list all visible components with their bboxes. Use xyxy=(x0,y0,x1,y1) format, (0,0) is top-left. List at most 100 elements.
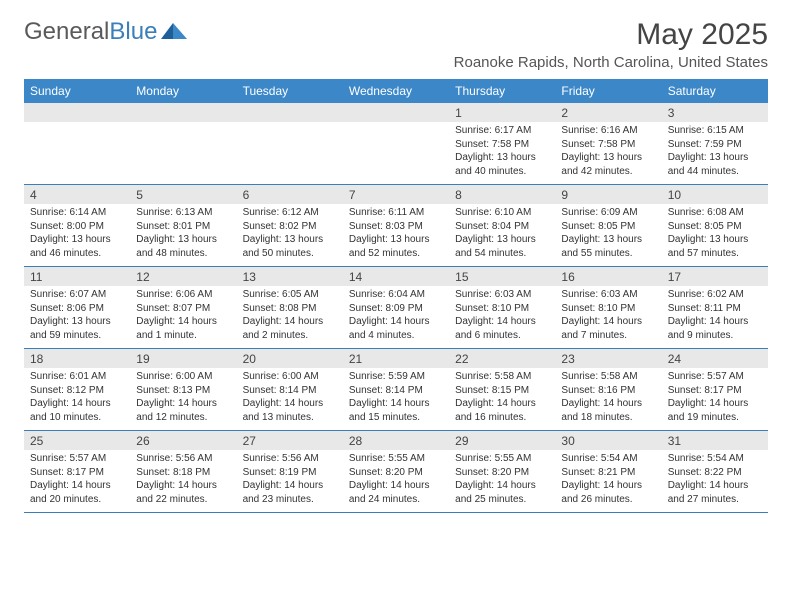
day-number: 6 xyxy=(237,185,343,204)
day-number-row: 123 xyxy=(24,103,768,122)
day-number xyxy=(237,103,343,122)
logo: GeneralBlue xyxy=(24,18,187,46)
day-details: Sunrise: 6:04 AM Sunset: 8:09 PM Dayligh… xyxy=(343,286,449,348)
day-number: 17 xyxy=(662,267,768,286)
day-details: Sunrise: 6:14 AM Sunset: 8:00 PM Dayligh… xyxy=(24,204,130,266)
day-number: 5 xyxy=(130,185,236,204)
day-number: 1 xyxy=(449,103,555,122)
day-details: Sunrise: 5:55 AM Sunset: 8:20 PM Dayligh… xyxy=(449,450,555,512)
day-number: 31 xyxy=(662,431,768,450)
day-number-row: 45678910 xyxy=(24,185,768,204)
day-content-row: Sunrise: 6:14 AM Sunset: 8:00 PM Dayligh… xyxy=(24,204,768,266)
day-number: 25 xyxy=(24,431,130,450)
day-number: 10 xyxy=(662,185,768,204)
header: GeneralBlue May 2025 Roanoke Rapids, Nor… xyxy=(24,18,768,71)
day-details: Sunrise: 6:00 AM Sunset: 8:14 PM Dayligh… xyxy=(237,368,343,430)
day-number: 22 xyxy=(449,349,555,368)
day-number: 3 xyxy=(662,103,768,122)
week-row: 11121314151617Sunrise: 6:07 AM Sunset: 8… xyxy=(24,267,768,349)
day-content-row: Sunrise: 6:17 AM Sunset: 7:58 PM Dayligh… xyxy=(24,122,768,184)
day-number: 8 xyxy=(449,185,555,204)
day-details: Sunrise: 5:54 AM Sunset: 8:21 PM Dayligh… xyxy=(555,450,661,512)
day-content-row: Sunrise: 6:07 AM Sunset: 8:06 PM Dayligh… xyxy=(24,286,768,348)
day-details: Sunrise: 6:10 AM Sunset: 8:04 PM Dayligh… xyxy=(449,204,555,266)
day-details: Sunrise: 6:00 AM Sunset: 8:13 PM Dayligh… xyxy=(130,368,236,430)
day-number: 2 xyxy=(555,103,661,122)
weekday-header: Thursday xyxy=(449,79,555,103)
day-details: Sunrise: 5:56 AM Sunset: 8:19 PM Dayligh… xyxy=(237,450,343,512)
logo-text-blue: Blue xyxy=(109,18,157,46)
weekday-header: Saturday xyxy=(662,79,768,103)
day-number: 7 xyxy=(343,185,449,204)
day-details: Sunrise: 6:11 AM Sunset: 8:03 PM Dayligh… xyxy=(343,204,449,266)
day-details: Sunrise: 5:58 AM Sunset: 8:16 PM Dayligh… xyxy=(555,368,661,430)
day-details: Sunrise: 6:15 AM Sunset: 7:59 PM Dayligh… xyxy=(662,122,768,184)
day-details: Sunrise: 6:08 AM Sunset: 8:05 PM Dayligh… xyxy=(662,204,768,266)
day-number: 30 xyxy=(555,431,661,450)
day-details xyxy=(24,122,130,184)
day-details: Sunrise: 5:56 AM Sunset: 8:18 PM Dayligh… xyxy=(130,450,236,512)
day-details: Sunrise: 6:17 AM Sunset: 7:58 PM Dayligh… xyxy=(449,122,555,184)
day-number: 4 xyxy=(24,185,130,204)
day-details: Sunrise: 6:03 AM Sunset: 8:10 PM Dayligh… xyxy=(555,286,661,348)
location-text: Roanoke Rapids, North Carolina, United S… xyxy=(454,54,768,71)
day-details: Sunrise: 6:12 AM Sunset: 8:02 PM Dayligh… xyxy=(237,204,343,266)
day-details: Sunrise: 5:59 AM Sunset: 8:14 PM Dayligh… xyxy=(343,368,449,430)
weekday-header-row: Sunday Monday Tuesday Wednesday Thursday… xyxy=(24,79,768,103)
day-number: 16 xyxy=(555,267,661,286)
week-row: 25262728293031Sunrise: 5:57 AM Sunset: 8… xyxy=(24,431,768,513)
weekday-header: Wednesday xyxy=(343,79,449,103)
day-number-row: 25262728293031 xyxy=(24,431,768,450)
day-number: 13 xyxy=(237,267,343,286)
week-row: 123Sunrise: 6:17 AM Sunset: 7:58 PM Dayl… xyxy=(24,103,768,185)
day-number xyxy=(24,103,130,122)
day-number: 26 xyxy=(130,431,236,450)
day-content-row: Sunrise: 5:57 AM Sunset: 8:17 PM Dayligh… xyxy=(24,450,768,512)
weeks-container: 123Sunrise: 6:17 AM Sunset: 7:58 PM Dayl… xyxy=(24,103,768,513)
calendar-page: GeneralBlue May 2025 Roanoke Rapids, Nor… xyxy=(0,0,792,523)
title-block: May 2025 Roanoke Rapids, North Carolina,… xyxy=(454,18,768,71)
day-details: Sunrise: 6:13 AM Sunset: 8:01 PM Dayligh… xyxy=(130,204,236,266)
weekday-header: Friday xyxy=(555,79,661,103)
month-title: May 2025 xyxy=(454,18,768,52)
day-number xyxy=(343,103,449,122)
day-number: 21 xyxy=(343,349,449,368)
week-row: 45678910Sunrise: 6:14 AM Sunset: 8:00 PM… xyxy=(24,185,768,267)
week-row: 18192021222324Sunrise: 6:01 AM Sunset: 8… xyxy=(24,349,768,431)
day-number-row: 18192021222324 xyxy=(24,349,768,368)
day-details: Sunrise: 5:57 AM Sunset: 8:17 PM Dayligh… xyxy=(24,450,130,512)
day-number: 24 xyxy=(662,349,768,368)
day-number: 12 xyxy=(130,267,236,286)
logo-text-general: General xyxy=(24,18,109,46)
day-details: Sunrise: 6:16 AM Sunset: 7:58 PM Dayligh… xyxy=(555,122,661,184)
day-details: Sunrise: 6:02 AM Sunset: 8:11 PM Dayligh… xyxy=(662,286,768,348)
weekday-header: Sunday xyxy=(24,79,130,103)
weekday-header: Monday xyxy=(130,79,236,103)
day-number-row: 11121314151617 xyxy=(24,267,768,286)
day-number: 27 xyxy=(237,431,343,450)
day-details: Sunrise: 5:58 AM Sunset: 8:15 PM Dayligh… xyxy=(449,368,555,430)
day-number: 19 xyxy=(130,349,236,368)
day-number: 20 xyxy=(237,349,343,368)
day-details xyxy=(130,122,236,184)
logo-mark-icon xyxy=(161,18,187,46)
day-details: Sunrise: 6:07 AM Sunset: 8:06 PM Dayligh… xyxy=(24,286,130,348)
day-number: 15 xyxy=(449,267,555,286)
day-number: 11 xyxy=(24,267,130,286)
day-number: 29 xyxy=(449,431,555,450)
day-details: Sunrise: 6:09 AM Sunset: 8:05 PM Dayligh… xyxy=(555,204,661,266)
calendar-grid: Sunday Monday Tuesday Wednesday Thursday… xyxy=(24,79,768,513)
day-details: Sunrise: 5:55 AM Sunset: 8:20 PM Dayligh… xyxy=(343,450,449,512)
day-number: 18 xyxy=(24,349,130,368)
weekday-header: Tuesday xyxy=(237,79,343,103)
day-number xyxy=(130,103,236,122)
day-number: 9 xyxy=(555,185,661,204)
day-details: Sunrise: 5:54 AM Sunset: 8:22 PM Dayligh… xyxy=(662,450,768,512)
day-details xyxy=(237,122,343,184)
day-content-row: Sunrise: 6:01 AM Sunset: 8:12 PM Dayligh… xyxy=(24,368,768,430)
day-details xyxy=(343,122,449,184)
day-details: Sunrise: 5:57 AM Sunset: 8:17 PM Dayligh… xyxy=(662,368,768,430)
day-details: Sunrise: 6:05 AM Sunset: 8:08 PM Dayligh… xyxy=(237,286,343,348)
day-details: Sunrise: 6:06 AM Sunset: 8:07 PM Dayligh… xyxy=(130,286,236,348)
day-details: Sunrise: 6:01 AM Sunset: 8:12 PM Dayligh… xyxy=(24,368,130,430)
